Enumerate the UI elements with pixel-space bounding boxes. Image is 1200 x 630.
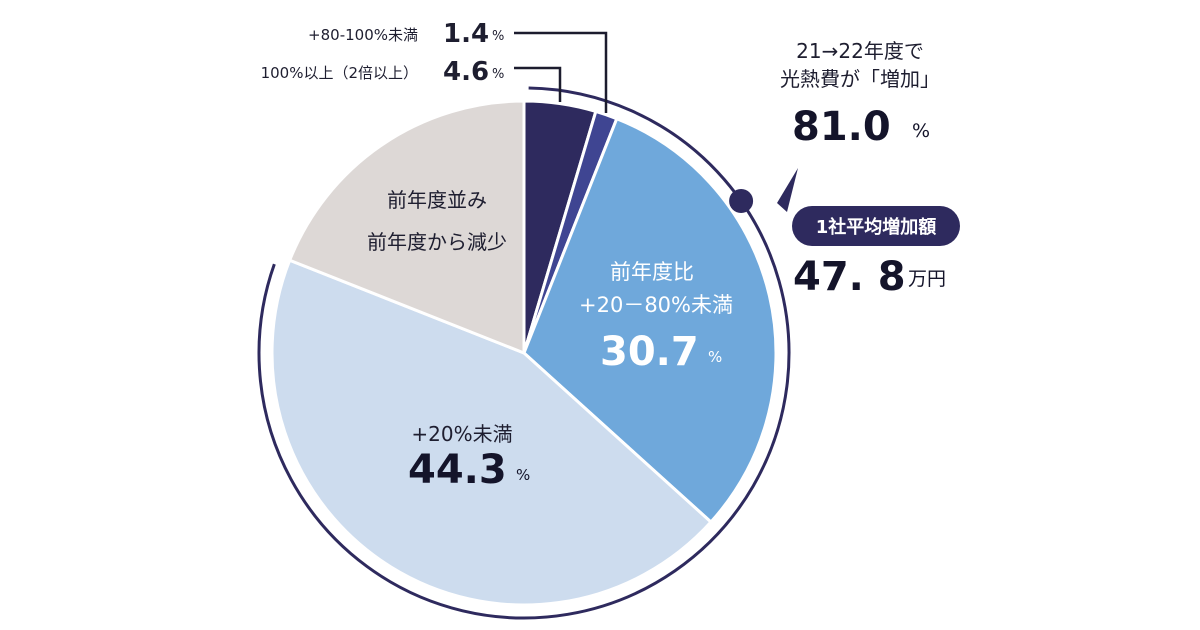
slice-flat-decrease: [288, 99, 526, 355]
slice-label-20-80-line1: 前年度比: [610, 260, 694, 284]
leader-line-80-100: [514, 31, 608, 113]
slice-value-20-80: 30.7: [600, 329, 699, 375]
annotation-line2: 光熱費が「増加」: [780, 67, 940, 91]
slice-label-under20: +20%未満: [411, 422, 512, 446]
slice-label-100plus: 100%以上（2倍以上）: [261, 64, 418, 82]
slice-20-80: [522, 117, 778, 524]
pie-slices: [270, 99, 778, 607]
average-label: 1社平均増加額: [816, 216, 937, 238]
slice-label-80-100: +80-100%未満: [308, 26, 418, 44]
slice-unit-20-80: %: [708, 348, 722, 366]
slice-value-100plus: 4.6: [443, 57, 489, 87]
annotation-unit: %: [912, 120, 930, 142]
slice-unit-80-100: %: [492, 29, 504, 44]
average-pill: [792, 206, 960, 246]
slice-value-80-100: 1.4: [443, 19, 489, 49]
ring-marker-dot: [729, 189, 754, 213]
annotation-line1: 21→22年度で: [796, 39, 924, 63]
average-value: 47. 8: [793, 254, 906, 300]
slice-under20: [270, 258, 713, 607]
callout-pointer: [777, 168, 798, 212]
increase-ring-arc: [257, 86, 791, 620]
slice-label-flat: 前年度並み: [387, 188, 487, 212]
leader-lines: [514, 31, 608, 113]
average-unit: 万円: [908, 268, 946, 290]
leader-line-100plus: [514, 66, 562, 102]
slice-value-under20: 44.3: [408, 447, 507, 493]
slice-label-decrease: 前年度から減少: [367, 230, 507, 254]
slice-unit-under20: %: [516, 466, 530, 484]
slice-unit-100plus: %: [492, 67, 504, 82]
annotation-value: 81.0: [792, 104, 891, 150]
slice-label-20-80-line2: +20－80%未満: [579, 293, 733, 317]
